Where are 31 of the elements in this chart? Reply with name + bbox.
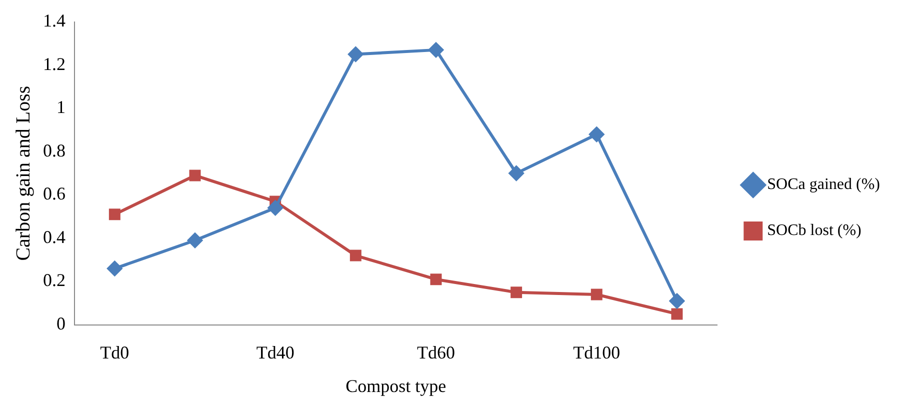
y-tick-label: 0.4 — [43, 226, 66, 247]
y-tick-label: 0.6 — [43, 184, 66, 204]
point — [510, 286, 522, 298]
y-tick-label: 0 — [56, 314, 66, 334]
point — [187, 232, 202, 248]
y-tick-label: 0.8 — [43, 140, 66, 160]
point — [430, 274, 442, 286]
x-axis-title: Compost type — [346, 376, 446, 396]
point — [428, 42, 444, 58]
point — [189, 170, 201, 182]
point — [268, 200, 283, 216]
point — [508, 166, 524, 181]
y-tick-label: 1.2 — [43, 54, 66, 74]
y-tick-label: 0.2 — [43, 270, 66, 290]
x-tick-label: Td100 — [573, 342, 620, 362]
point — [108, 208, 120, 220]
point — [348, 46, 364, 62]
point — [590, 288, 602, 300]
x-tick-label: Td40 — [256, 342, 294, 362]
point — [350, 250, 362, 262]
legend-label: SOCa gained (%) — [767, 176, 880, 194]
x-tick-label: Td0 — [100, 342, 130, 362]
x-tick-label: Td60 — [416, 342, 455, 362]
point — [589, 126, 604, 142]
y-axis-title: Carbon gain and Loss — [12, 86, 34, 261]
point — [669, 293, 684, 308]
y-tick-label: 1.4 — [43, 10, 66, 31]
y-tick-label: 1 — [56, 97, 66, 118]
legend-label: SOCb lost (%) — [767, 222, 862, 240]
point — [671, 308, 683, 320]
point — [107, 261, 122, 276]
